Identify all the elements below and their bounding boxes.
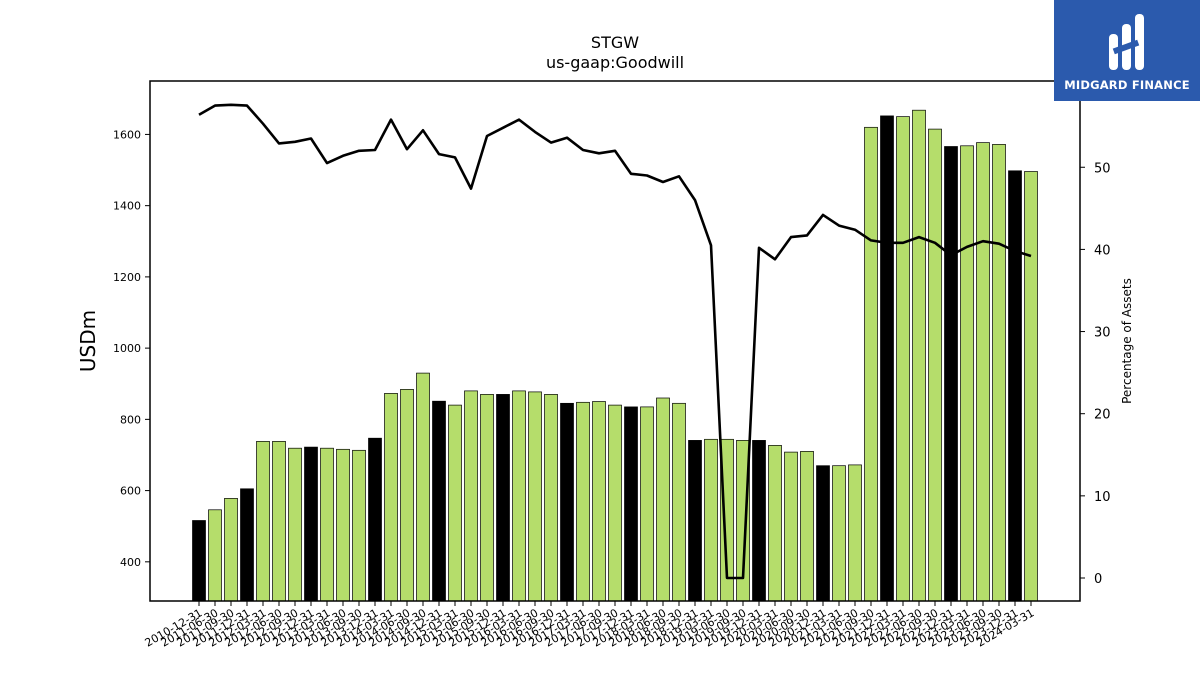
- bar: [560, 402, 574, 602]
- bar: [992, 144, 1006, 602]
- bar: [480, 394, 494, 602]
- y-tick-label: 600: [120, 485, 141, 498]
- y-tick-label: 1400: [113, 200, 141, 213]
- y-tick-label: 1200: [113, 271, 141, 284]
- bar: [768, 445, 782, 602]
- chart-subtitle: us-gaap:Goodwill: [545, 53, 685, 72]
- bar: [208, 509, 222, 602]
- bar: [896, 116, 910, 602]
- bar: [192, 520, 206, 602]
- y2-tick-label: 30: [1094, 326, 1111, 341]
- bar: [544, 394, 558, 602]
- bar: [416, 372, 430, 602]
- y2-tick-label: 0: [1094, 572, 1102, 587]
- bar: [464, 390, 478, 602]
- bar: [240, 488, 254, 602]
- bar: [848, 464, 862, 602]
- bar: [592, 401, 606, 602]
- y-tick-label: 1600: [113, 128, 141, 141]
- bar: [576, 401, 590, 602]
- y2-tick-label: 10: [1094, 490, 1111, 505]
- bar: [624, 406, 638, 602]
- y-tick-label: 1000: [113, 342, 141, 355]
- bar: [512, 390, 526, 602]
- bar: [256, 441, 270, 602]
- bar: [496, 394, 510, 602]
- bar: [912, 109, 926, 602]
- bar: [288, 447, 302, 602]
- bar: [688, 440, 702, 602]
- bar: [784, 451, 798, 602]
- bar: [672, 402, 686, 602]
- logo-mark-icon: [1109, 13, 1144, 70]
- bar: [448, 404, 462, 602]
- y2-tick-label: 20: [1094, 408, 1111, 423]
- bar: [320, 447, 334, 602]
- bar: [352, 449, 366, 602]
- bar: [704, 438, 718, 602]
- bar: [432, 400, 446, 602]
- percentage-line: [198, 103, 1032, 580]
- bar: [928, 128, 942, 602]
- bar: [272, 441, 286, 602]
- bar: [528, 391, 542, 602]
- bar: [960, 145, 974, 602]
- y-tick-label: 800: [120, 413, 141, 426]
- bar: [832, 465, 846, 602]
- y-tick-label: 400: [120, 556, 141, 569]
- bar: [224, 498, 238, 602]
- bar: [1024, 171, 1038, 602]
- chart-title: STGW: [590, 33, 640, 52]
- bar: [1008, 170, 1022, 602]
- logo-text: MIDGARD FINANCE: [1064, 77, 1190, 92]
- y-axis-label: USDm: [76, 310, 100, 372]
- bar: [368, 437, 382, 602]
- bar: [944, 146, 958, 602]
- bar: [400, 389, 414, 602]
- y2-tick-label: 40: [1094, 243, 1111, 258]
- bar: [656, 397, 670, 602]
- bar: [640, 406, 654, 602]
- y2-tick-label: 50: [1094, 161, 1111, 176]
- bar: [752, 440, 766, 602]
- bar: [608, 404, 622, 602]
- bar: [336, 448, 350, 602]
- bar: [976, 142, 990, 602]
- bar: [864, 126, 878, 602]
- bar: [800, 451, 814, 602]
- bar: [880, 115, 894, 602]
- bar: [304, 446, 318, 602]
- y2-axis-label: Percentage of Assets: [1120, 278, 1134, 404]
- bar: [384, 393, 398, 602]
- bar: [816, 465, 830, 602]
- midgard-finance-logo: MIDGARD FINANCE: [1054, 0, 1200, 101]
